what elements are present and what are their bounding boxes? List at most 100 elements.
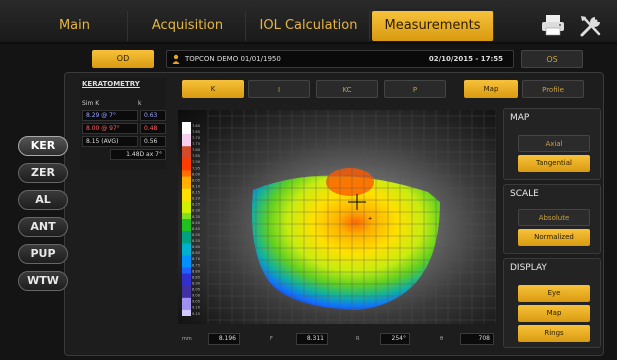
scale-swatch (182, 291, 191, 299)
scale-swatch (182, 134, 191, 141)
scale-swatch (182, 188, 191, 196)
map-panel-title: MAP (510, 113, 530, 123)
scale-swatch (182, 225, 191, 232)
scale-tick-label: 8.20 (192, 197, 201, 201)
readout-label-mm: mm (182, 336, 192, 342)
normalized-button[interactable]: Normalized (518, 229, 590, 246)
side-tab-al[interactable]: AL (18, 190, 68, 210)
scale-tick-label: 8.25 (192, 203, 200, 207)
k2-value: 8.00 @ 97° (82, 123, 138, 134)
topography-map[interactable]: + (178, 110, 496, 324)
k-avg-side-value: 0.56 (140, 136, 166, 147)
cornea-color-map (252, 175, 440, 310)
astigmatism-value: 1.48D ax 7° (110, 149, 166, 160)
map-toggle-button[interactable]: Map (518, 305, 590, 322)
scale-tick-label: 8.70 (192, 257, 201, 261)
readout-value-f: 8.311 (296, 333, 328, 345)
scale-tick-label: 8.40 (192, 221, 201, 225)
absolute-button[interactable]: Absolute (518, 209, 590, 226)
scale-swatch (182, 128, 191, 135)
readout-label-r: R (356, 336, 360, 342)
scale-swatch (182, 122, 191, 129)
scale-swatch (182, 164, 191, 171)
svg-text:+: + (368, 216, 372, 222)
scale-swatch (182, 261, 191, 268)
scale-swatch (182, 297, 191, 305)
subtab-kc[interactable]: KC (316, 80, 378, 98)
scale-tick-label: 7.65 (192, 130, 200, 134)
side-tab-ant[interactable]: ANT (18, 217, 68, 237)
patient-name: TOPCON DEMO 01/01/1950 (185, 55, 281, 63)
keratometry-title: KERATOMETRY (82, 80, 140, 88)
scale-swatch (182, 249, 191, 256)
scale-swatch (182, 303, 191, 311)
scale-tick-label: 7.60 (192, 124, 201, 128)
tangential-button[interactable]: Tangential (518, 155, 590, 172)
scale-swatch (182, 146, 191, 153)
scale-tick-label: 9.00 (192, 294, 201, 298)
map-options-panel: MAP Axial Tangential (503, 108, 601, 180)
top-nav-bar: Main Acquisition IOL Calculation Measure… (0, 0, 617, 44)
side-tab-pup[interactable]: PUP (18, 244, 68, 264)
scale-swatch (182, 200, 191, 208)
scale-swatch (182, 309, 191, 316)
eye-toggle-button[interactable]: Eye (518, 285, 590, 302)
side-tab-zer[interactable]: ZER (18, 163, 68, 183)
scale-swatch (182, 170, 191, 177)
scale-swatch (182, 285, 191, 293)
subtab-p[interactable]: P (384, 80, 446, 98)
scale-swatch (182, 231, 191, 238)
tab-measurements[interactable]: Measurements (372, 11, 494, 41)
scale-tick-label: 7.70 (192, 136, 201, 140)
scale-tick-label: 7.85 (192, 154, 200, 158)
k1-value: 8.29 @ 7° (82, 110, 138, 121)
scale-swatch (182, 158, 191, 165)
tab-iol-calculation[interactable]: IOL Calculation (248, 11, 370, 41)
side-tab-wtw[interactable]: WTW (18, 271, 68, 291)
k-avg-value: 8.15 (AVG) (82, 136, 138, 147)
readout-label-f: F (270, 336, 273, 342)
scale-swatch (182, 255, 191, 262)
patient-bar: OD TOPCON DEMO 01/01/1950 02/10/2015 - 1… (0, 48, 617, 70)
scale-swatch (182, 152, 191, 159)
subtab-profile[interactable]: Profile (522, 80, 584, 98)
readout-value-theta: 708 (460, 333, 494, 345)
scale-tick-label: 8.80 (192, 269, 201, 273)
subtab-i[interactable]: I (248, 80, 310, 98)
map-grid (207, 110, 496, 324)
scale-tick-label: 8.65 (192, 251, 200, 255)
corneal-topography-view[interactable]: + 7.60 7.65 7.70 7.75 7.80 7.85 7.90 7.95 8.00 8.… (178, 110, 496, 324)
keratometry-panel: KERATOMETRY Sim K k 8.29 @ 7° 0.63 8.00 … (80, 78, 166, 170)
axial-button[interactable]: Axial (518, 135, 590, 152)
scale-tick-label: 9.05 (192, 300, 200, 304)
tools-icon[interactable] (578, 13, 604, 39)
readout-value-r: 254° (380, 333, 410, 345)
tab-main[interactable]: Main (22, 11, 128, 41)
scale-swatch (182, 194, 191, 202)
sim-k-label: Sim K (82, 100, 100, 107)
scale-tick-label: 8.30 (192, 209, 201, 213)
scale-tick-label: 8.75 (192, 263, 200, 267)
subtab-map[interactable]: Map (464, 80, 518, 98)
printer-icon[interactable] (541, 14, 565, 36)
rings-toggle-button[interactable]: Rings (518, 325, 590, 342)
side-tab-ker[interactable]: KER (18, 136, 68, 156)
scale-swatch (182, 219, 191, 226)
scale-swatch (182, 206, 191, 214)
scale-options-panel: SCALE Absolute Normalized (503, 184, 601, 254)
scale-swatch (182, 182, 191, 189)
tab-acquisition[interactable]: Acquisition (130, 11, 246, 41)
display-options-panel: DISPLAY Eye Map Rings (503, 258, 601, 348)
subtab-k[interactable]: K (182, 80, 244, 98)
scale-tick-label: 7.90 (192, 160, 201, 164)
od-eye-button[interactable]: OD (92, 50, 154, 68)
scale-tick-label: 8.50 (192, 233, 201, 237)
os-eye-button[interactable]: OS (521, 50, 583, 68)
scale-tick-label: 8.35 (192, 215, 200, 219)
scale-tick-label: 9.10 (192, 306, 201, 310)
scale-tick-label: 7.80 (192, 148, 201, 152)
k2-side-value: 0.48 (140, 123, 166, 134)
scale-tick-label: 9.15 (192, 312, 200, 316)
scale-swatch (182, 140, 191, 147)
